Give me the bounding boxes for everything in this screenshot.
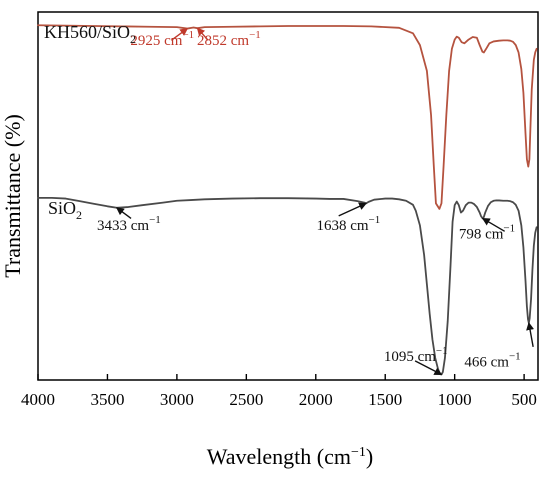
series-layer bbox=[37, 24, 538, 376]
plot-frame bbox=[37, 11, 539, 381]
x-tick-label-500: 500 bbox=[511, 390, 537, 409]
annotation-label-si-466: 466 cm−1 bbox=[464, 350, 520, 370]
annotation-label-superscript-si-1638: −1 bbox=[369, 214, 381, 226]
series-line-kh560-sio2 bbox=[37, 24, 538, 210]
annotation-label-si-1638: 1638 cm−1 bbox=[316, 214, 380, 234]
annotation-arrow-si-466 bbox=[526, 321, 535, 348]
annotation-label-kh-2852: 2852 cm−1 bbox=[197, 29, 261, 49]
series-label-sio2-subscript: 2 bbox=[76, 208, 82, 222]
annotation-arrow-si-798 bbox=[481, 217, 506, 232]
series-label-kh560-sio2-subscript: 2 bbox=[130, 32, 136, 46]
y-axis-label: Transmittance (%) bbox=[0, 114, 25, 278]
annotation-label-main-si-1638: 1638 cm bbox=[316, 218, 368, 234]
x-axis-label-tail: ) bbox=[366, 444, 373, 469]
x-tick-label-4000: 4000 bbox=[21, 390, 55, 409]
annotation-arrow-si-1638 bbox=[338, 202, 367, 217]
annotation-arrow-si-1095 bbox=[414, 360, 443, 376]
annotation-label-kh-2925: 2925 cm−1 bbox=[130, 29, 194, 49]
series-label-kh560-sio2: KH560/SiO2 bbox=[44, 22, 136, 46]
annotation-label-main-si-1095: 1095 cm bbox=[384, 349, 436, 365]
x-axis-label-main: Wavelength (cm bbox=[207, 444, 351, 469]
annotation-label-main-kh-2852: 2852 cm bbox=[197, 33, 249, 49]
x-tick-label-2000: 2000 bbox=[299, 390, 333, 409]
annotation-label-si-3433: 3433 cm−1 bbox=[97, 214, 161, 234]
annotation-label-superscript-si-798: −1 bbox=[503, 223, 515, 235]
annotation-label-main-kh-2925: 2925 cm bbox=[130, 33, 182, 49]
annotation-label-main-si-798: 798 cm bbox=[459, 227, 504, 243]
x-axis-label-superscript: −1 bbox=[351, 445, 366, 460]
annotation-arrow-si-3433 bbox=[115, 207, 132, 220]
x-tick-label-3000: 3000 bbox=[160, 390, 194, 409]
annotation-arrow-kh-2925 bbox=[170, 27, 189, 41]
annotation-label-si-1095: 1095 cm−1 bbox=[384, 345, 448, 365]
series-label-kh560-sio2-base: KH560/SiO bbox=[44, 22, 130, 42]
series-label-sio2-base: SiO bbox=[48, 198, 76, 218]
x-axis-tick-labels: 4000 3500 3000 2500 2000 1500 1000 500 bbox=[21, 390, 537, 409]
x-tick-label-1500: 1500 bbox=[368, 390, 402, 409]
annotation-label-si-798: 798 cm−1 bbox=[459, 223, 515, 243]
annotation-label-main-si-3433: 3433 cm bbox=[97, 218, 149, 234]
annotation-arrow-kh-2852 bbox=[196, 27, 209, 41]
x-axis-label: Wavelength (cm−1) bbox=[207, 444, 373, 469]
annotation-label-superscript-kh-2925: −1 bbox=[182, 29, 194, 41]
x-axis-ticks bbox=[37, 374, 525, 380]
x-tick-label-1000: 1000 bbox=[438, 390, 472, 409]
x-tick-label-2500: 2500 bbox=[229, 390, 263, 409]
x-tick-label-3500: 3500 bbox=[90, 390, 124, 409]
annotation-label-superscript-si-3433: −1 bbox=[149, 214, 161, 226]
annotation-label-superscript-si-1095: −1 bbox=[436, 345, 448, 357]
series-label-sio2: SiO2 bbox=[48, 198, 82, 222]
annotation-label-superscript-kh-2852: −1 bbox=[249, 29, 261, 41]
annotation-label-main-si-466: 466 cm bbox=[464, 354, 509, 370]
series-line-sio2 bbox=[37, 196, 538, 376]
annotation-label-superscript-si-466: −1 bbox=[509, 350, 521, 362]
